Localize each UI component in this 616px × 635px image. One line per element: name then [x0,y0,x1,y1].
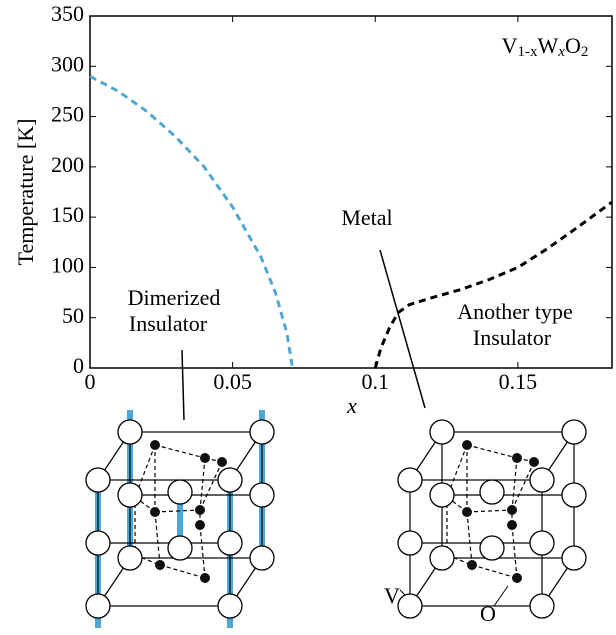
vanadium-atom [479,535,505,561]
site-label: O [480,601,496,626]
vanadium-atom [249,545,275,571]
x-tick-label: 0.1 [361,369,389,394]
vanadium-atom [167,479,193,505]
oxygen-atom [195,520,205,530]
vanadium-atom [529,530,555,556]
octahedron-edge [511,524,518,579]
vanadium-atom [397,593,423,619]
pointer [493,585,509,607]
octahedron-edge [199,524,206,579]
oxygen-atom [150,507,160,517]
octahedron-edge [466,511,473,566]
annotation: Metal [341,205,392,230]
oxygen-atom [200,573,210,583]
vanadium-atom [85,467,111,493]
title-part: 2 [581,44,589,60]
y-tick-label: 300 [51,51,84,76]
vanadium-atom [117,545,143,571]
y-tick-label: 0 [73,353,84,378]
octahedron-edge [159,564,206,579]
oxygen-atom [529,457,539,467]
oxygen-atom [150,440,160,450]
pointer [379,249,426,409]
vanadium-atom [529,593,555,619]
x-tick-label: 0.05 [213,369,252,394]
plot-frame [89,15,613,369]
octahedron-edge [466,509,513,513]
crystal-cell [85,410,275,628]
x-tick-label: 0 [85,369,96,394]
y-tick-label: 350 [51,1,84,26]
vanadium-atom [117,419,143,445]
octahedron-edge [466,444,518,459]
vanadium-atom [397,530,423,556]
crystal-cell [397,419,587,619]
oxygen-atom [507,520,517,530]
oxygen-atom [200,453,210,463]
x-tick-label: 0.15 [499,369,538,394]
octahedron-edge [154,444,206,459]
vanadium-atom [249,482,275,508]
annotation: Dimerized [128,285,221,310]
vanadium-atom [217,593,243,619]
vanadium-atom [561,545,587,571]
phase-boundary [373,200,613,369]
annotation: Insulator [129,311,208,336]
x-axis-label: x [346,393,357,418]
vanadium-atom [479,479,505,505]
title-part: 1-x [518,44,538,60]
oxygen-atom [217,457,227,467]
vanadium-atom [429,419,455,445]
oxygen-atom [512,573,522,583]
oxygen-atom [512,453,522,463]
annotation: Insulator [473,325,552,350]
pointer [181,349,185,421]
octahedron-edge [154,511,161,566]
vanadium-atom [117,482,143,508]
oxygen-atom [462,507,472,517]
vanadium-atom [397,467,423,493]
vanadium-atom [561,419,587,445]
vanadium-atom [217,530,243,556]
title-part: x [557,44,565,60]
octahedron-edge [154,509,201,513]
vanadium-atom [85,593,111,619]
octahedron-edge [199,457,206,511]
octahedron-edge [511,461,535,511]
vanadium-atom [429,545,455,571]
title-part: W [538,33,559,58]
oxygen-atom [462,440,472,450]
vanadium-atom [249,419,275,445]
y-tick-label: 200 [51,152,84,177]
title-part: O [565,33,581,58]
oxygen-atom [467,560,477,570]
y-tick-label: 50 [62,303,84,328]
chart-title: V1-xWxO2 [502,33,589,60]
title-part: V [502,33,518,58]
vanadium-atom [429,482,455,508]
phase-boundary [89,75,295,369]
vanadium-atom [217,467,243,493]
y-axis-label: Temperature [K] [13,119,38,266]
octahedron-edge [471,564,518,579]
annotation: Another type [457,299,572,324]
y-tick-label: 150 [51,202,84,227]
oxygen-atom [195,505,205,515]
crystal-structures [85,410,587,628]
octahedron-edge [134,444,156,498]
vanadium-atom [561,482,587,508]
y-tick-label: 250 [51,102,84,127]
oxygen-atom [507,505,517,515]
octahedron-edge [511,457,518,511]
vanadium-atom [167,535,193,561]
octahedron-edge [199,461,223,511]
oxygen-atom [155,560,165,570]
site-label: V [384,583,400,608]
octahedron-edge [446,444,468,498]
vanadium-atom [529,467,555,493]
vanadium-atom [85,530,111,556]
y-tick-label: 100 [51,252,84,277]
